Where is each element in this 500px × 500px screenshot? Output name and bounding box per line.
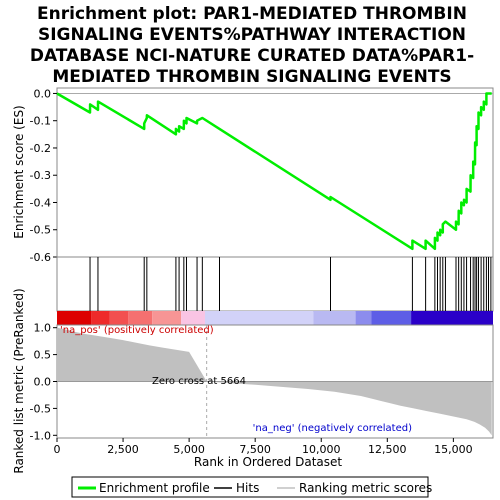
es-y-tick-label: -0.2 — [30, 142, 51, 155]
color-bar-segment — [355, 311, 372, 325]
es-y-tick-label: -0.6 — [30, 251, 51, 264]
color-bar-segment — [152, 311, 182, 325]
zero-cross-label: Zero cross at 5664 — [152, 376, 246, 387]
color-bar-segment — [109, 311, 129, 325]
metric-y-tick-label: -0.5 — [30, 402, 51, 415]
metric-y-tick-label: -1.0 — [30, 429, 51, 442]
x-tick-label: 12,500 — [368, 443, 407, 456]
color-bar-segment — [313, 311, 356, 325]
es-y-tick-label: -0.5 — [30, 224, 51, 237]
x-tick-label: 7,500 — [239, 443, 271, 456]
es-y-axis-label: Enrichment score (ES) — [12, 105, 26, 238]
legend-box — [71, 476, 429, 498]
es-y-tick-label: -0.4 — [30, 196, 51, 209]
color-bar-segment — [181, 311, 205, 325]
metric-y-axis: 1.0 0.5 0.0 -0.5 -1.0 — [30, 322, 57, 442]
x-axis: 0 2,500 5,000 7,500 10,000 12,500 15,000 — [54, 438, 473, 456]
x-axis-label: Rank in Ordered Dataset — [194, 455, 342, 469]
es-y-tick-label: -0.3 — [30, 169, 51, 182]
metric-panel: 1.0 0.5 0.0 -0.5 -1.0 'na_pos' (positively c… — [12, 288, 494, 474]
metric-y-axis-label: Ranked list metric (PreRanked) — [12, 288, 26, 473]
legend-enrichment-label: Enrichment profile — [99, 481, 210, 495]
legend: Enrichment profile Hits Ranking metric s… — [71, 476, 432, 498]
color-bar-segment — [57, 311, 92, 325]
es-y-tick-label: -0.1 — [30, 115, 51, 128]
metric-y-tick-label: 0.5 — [34, 349, 52, 362]
hits-lines — [89, 257, 492, 311]
color-bar-segment — [128, 311, 153, 325]
title-line-2: SIGNALING EVENTS%PATHWAY INTERACTION — [38, 25, 466, 45]
chart-title: Enrichment plot: PAR1-MEDIATED THROMBIN … — [30, 4, 474, 87]
x-tick-label: 0 — [54, 443, 61, 456]
color-bar-segment — [91, 311, 110, 325]
positive-correlation-label: 'na_pos' (positively correlated) — [60, 325, 214, 336]
legend-metric-label: Ranking metric scores — [299, 481, 432, 495]
enrichment-profile-line — [56, 92, 492, 251]
hits-panel — [56, 256, 494, 325]
hits-frame — [56, 256, 494, 312]
x-tick-label: 5,000 — [173, 443, 205, 456]
negative-correlation-label: 'na_neg' (negatively correlated) — [253, 423, 412, 434]
color-bar-segment — [204, 311, 314, 325]
es-y-tick-label: 0.0 — [34, 87, 52, 100]
es-panel: 0.0 -0.1 -0.2 -0.3 -0.4 -0.5 -0.6 Enrichment s… — [12, 87, 494, 264]
x-tick-label: 2,500 — [107, 443, 139, 456]
legend-hits-label: Hits — [236, 481, 259, 495]
metric-y-tick-label: 1.0 — [34, 322, 52, 335]
color-bar-segment — [371, 311, 412, 325]
title-line-4: MEDIATED THROMBIN SIGNALING EVENTS — [52, 67, 451, 87]
metric-y-tick-label: 0.0 — [34, 376, 52, 389]
es-plot-frame — [56, 87, 494, 258]
color-bar-segment — [411, 311, 493, 325]
x-tick-label: 10,000 — [302, 443, 341, 456]
x-tick-label: 15,000 — [434, 443, 473, 456]
ranking-color-bar — [57, 311, 493, 325]
es-y-axis: 0.0 -0.1 -0.2 -0.3 -0.4 -0.5 -0.6 — [30, 87, 57, 264]
title-line-1: Enrichment plot: PAR1-MEDIATED THROMBIN — [37, 4, 467, 24]
title-line-3: DATABASE NCI-NATURE CURATED DATA%PAR1- — [30, 46, 474, 66]
